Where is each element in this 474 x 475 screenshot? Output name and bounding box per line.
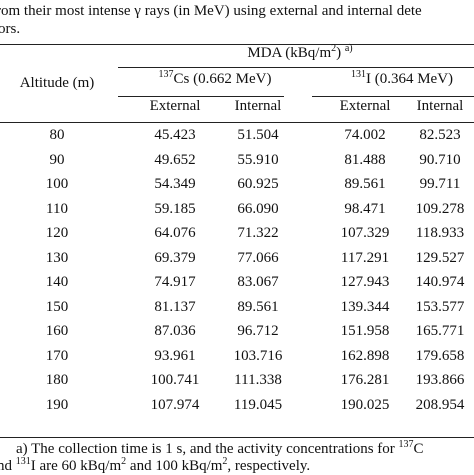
value-cell: 98.471 [344,200,386,217]
value-cell: 74.917 [154,274,196,290]
value-cell: 107.974 [150,396,200,413]
text: a) The collection time is 1 s, and the a… [16,441,399,457]
text: I (0.364 MeV) [365,71,454,87]
value-cell: 151.958 [340,323,390,339]
i-header: 131I (0.364 MeV) [350,69,454,88]
sup: 137 [398,439,414,450]
value-cell: 83.067 [237,274,279,290]
value-cell: 82.523 [419,127,461,143]
top-rule [0,44,474,45]
sup: a) [344,43,353,54]
altitude-cell: 140 [45,274,69,290]
value-cell: 103.716 [233,347,283,364]
text: C [413,441,424,457]
value-cell: 153.577 [415,298,465,315]
value-cell: 81.137 [154,298,196,315]
rule [0,122,474,123]
value-cell: 93.961 [154,347,196,364]
value-cell: 89.561 [344,176,386,192]
value-cell: 74.002 [344,127,386,143]
rule [118,96,284,97]
sup: 131 [15,456,31,467]
altitude-cell: 100 [45,176,69,192]
column-header: Internal [234,98,282,114]
altitude-cell: 150 [45,298,69,315]
text: Cs (0.662 MeV) [173,71,272,87]
value-cell: 119.045 [233,396,283,413]
value-cell: 89.561 [237,298,279,315]
value-cell: 81.488 [344,151,386,168]
altitude-cell: 110 [46,200,68,217]
text: , respectively. [227,458,311,474]
value-cell: 60.925 [237,176,279,192]
sup: 2 [121,456,127,467]
value-cell: 129.527 [415,249,465,266]
rule [118,67,474,68]
value-cell: 208.954 [415,396,465,413]
value-cell: 100.741 [150,372,200,388]
value-cell: 64.076 [154,225,196,241]
footnote: nd 131I are 60 kBq/m2 and 100 kBq/m2, re… [0,456,311,475]
column-header: Internal [416,98,464,114]
sup: 2 [222,456,228,467]
column-header: External [339,98,391,114]
text: and 100 kBq/m [126,458,223,474]
sup: 131 [350,69,366,80]
rule [312,96,474,97]
altitude-cell: 160 [45,323,69,339]
mda-header: MDA (kBq/m2) a) [247,43,353,62]
text: ) [336,45,342,61]
value-cell: 117.291 [340,249,390,266]
value-cell: 87.036 [154,323,196,339]
value-cell: 90.710 [419,151,461,168]
sup: 2 [331,43,337,54]
text: I are 60 kBq/m [30,458,122,474]
value-cell: 71.322 [237,225,279,241]
value-cell: 99.711 [419,176,461,192]
value-cell: 162.898 [340,347,390,364]
sup: 137 [158,69,174,80]
value-cell: 77.066 [237,249,279,266]
value-cell: 66.090 [237,200,279,217]
caption-line: ors. [0,21,21,37]
altitude-cell: 190 [45,396,69,413]
value-cell: 51.504 [237,127,279,143]
altitude-header: Altitude (m) [19,75,95,91]
altitude-cell: 90 [49,151,65,168]
value-cell: 140.974 [415,274,465,290]
value-cell: 176.281 [340,372,390,388]
altitude-cell: 170 [45,347,69,364]
value-cell: 179.658 [415,347,465,364]
value-cell: 193.866 [415,372,465,388]
value-cell: 165.771 [415,323,465,339]
value-cell: 111.338 [234,372,282,388]
value-cell: 55.910 [237,151,279,168]
text: nd [0,458,12,474]
value-cell: 59.185 [154,200,196,217]
value-cell: 69.379 [154,249,196,266]
value-cell: 107.329 [340,225,390,241]
bottom-rule [0,437,474,438]
text: MDA (kBq/m [247,45,332,61]
altitude-cell: 130 [45,249,69,266]
value-cell: 96.712 [237,323,279,339]
footnote: a) The collection time is 1 s, and the a… [16,439,424,458]
altitude-cell: 120 [45,225,69,241]
value-cell: 45.423 [154,127,196,143]
column-header: External [149,98,201,114]
value-cell: 127.943 [340,274,390,290]
value-cell: 109.278 [415,200,465,217]
value-cell: 49.652 [154,151,196,168]
altitude-cell: 180 [45,372,69,388]
value-cell: 54.349 [154,176,196,192]
cs-header: 137Cs (0.662 MeV) [158,69,272,88]
value-cell: 190.025 [340,396,390,413]
value-cell: 118.933 [415,225,465,241]
caption-line: rom their most intense γ rays (in MeV) u… [0,3,422,19]
altitude-cell: 80 [49,127,65,143]
value-cell: 139.344 [340,298,390,315]
